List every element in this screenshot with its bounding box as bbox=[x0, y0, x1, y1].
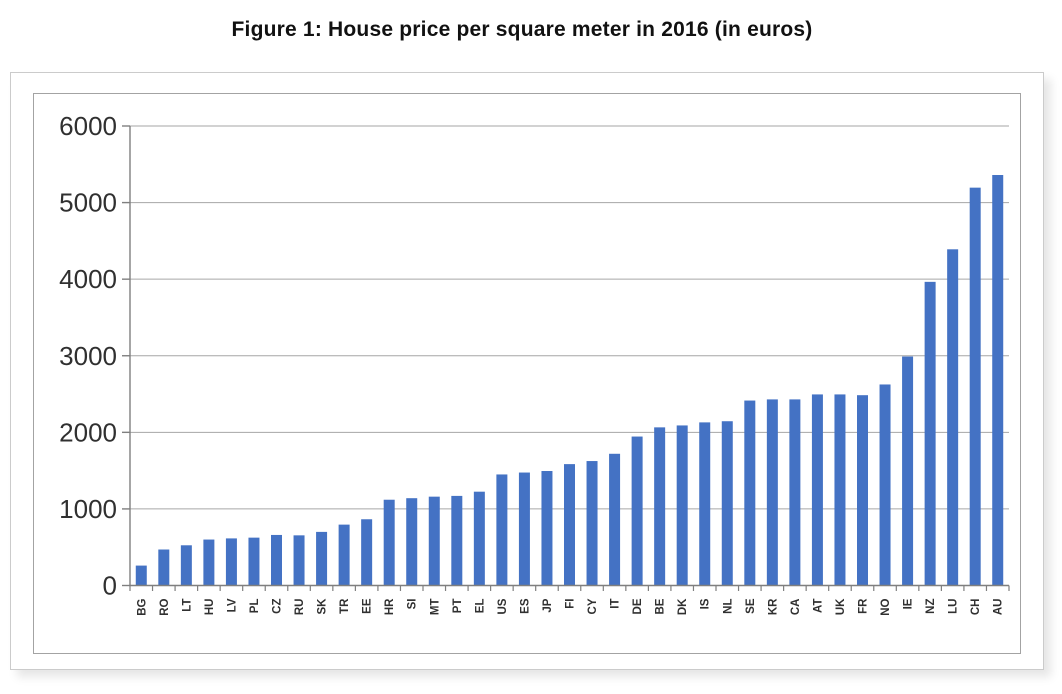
x-axis-tick-label: TR bbox=[339, 598, 351, 614]
y-axis-tick-label: 1000 bbox=[59, 494, 117, 524]
x-axis-tick-label: LU bbox=[948, 599, 960, 614]
x-axis-tick-label: US bbox=[497, 598, 509, 614]
x-axis-tick-label: LT bbox=[181, 599, 193, 612]
x-axis-tick-label: PL bbox=[249, 599, 261, 614]
bar bbox=[857, 395, 868, 586]
bar bbox=[766, 399, 778, 586]
x-axis-tick-label: EL bbox=[474, 599, 486, 614]
bar bbox=[676, 425, 688, 586]
x-axis-tick-label: AU bbox=[993, 599, 1005, 616]
bar bbox=[180, 545, 192, 586]
bar bbox=[902, 356, 914, 586]
x-axis-tick-label: LV bbox=[226, 598, 238, 612]
x-axis-tick-label: IS bbox=[700, 598, 712, 609]
bar bbox=[789, 399, 801, 586]
bar bbox=[406, 498, 418, 586]
bar bbox=[654, 427, 666, 586]
y-axis-tick-label: 0 bbox=[103, 571, 117, 601]
x-axis-tick-label: SK bbox=[317, 598, 329, 615]
bar bbox=[609, 453, 621, 586]
y-axis-tick-label: 6000 bbox=[59, 111, 117, 141]
x-axis-tick-label: IT bbox=[610, 599, 622, 609]
bar bbox=[135, 565, 147, 586]
x-axis-tick-label: JP bbox=[542, 598, 554, 612]
chart-container: 0 1000 2000 3000 4000 5000 6000 BG RO LT HU LV PL CZ R… bbox=[10, 72, 1044, 670]
bar bbox=[383, 499, 395, 586]
x-axis-tick-label: SE bbox=[745, 598, 757, 614]
x-axis-tick-label: HU bbox=[204, 599, 216, 616]
bar bbox=[496, 474, 508, 586]
bar bbox=[271, 534, 282, 586]
bar bbox=[518, 472, 530, 586]
x-axis-tick-label: NO bbox=[880, 598, 892, 615]
bar bbox=[969, 187, 981, 586]
bar bbox=[947, 249, 959, 586]
x-axis-tick-label: HR bbox=[384, 598, 396, 615]
x-axis-tick-label: CA bbox=[790, 599, 802, 616]
x-axis-tick-label: CZ bbox=[272, 599, 284, 614]
bar bbox=[699, 422, 711, 586]
x-axis-tick-label: RO bbox=[159, 598, 171, 615]
bar-chart: 0 1000 2000 3000 4000 5000 6000 BG RO LT HU LV PL CZ R… bbox=[33, 93, 1021, 654]
bar bbox=[992, 175, 1004, 586]
bar bbox=[586, 461, 598, 586]
x-axis-tick-label: KR bbox=[767, 598, 779, 615]
bar bbox=[564, 464, 575, 586]
figure-title: Figure 1: House price per square meter i… bbox=[231, 18, 813, 41]
x-axis-tick-label: IE bbox=[903, 598, 915, 609]
bar bbox=[721, 421, 733, 586]
bar bbox=[293, 535, 305, 586]
bar bbox=[924, 281, 936, 586]
x-axis-tick-label: CH bbox=[970, 599, 982, 616]
x-axis-tick-label: SI bbox=[407, 599, 419, 610]
bar bbox=[158, 549, 170, 586]
x-axis-tick-label: ES bbox=[519, 598, 531, 614]
x-axis-tick-label: UK bbox=[835, 598, 847, 615]
x-axis-tick-label: PT bbox=[452, 599, 464, 614]
bar bbox=[541, 471, 553, 586]
bar bbox=[316, 531, 328, 586]
bar bbox=[225, 538, 237, 586]
x-axis-tick-label: RU bbox=[294, 599, 306, 616]
bar bbox=[811, 394, 823, 586]
x-axis-tick-label: BE bbox=[655, 598, 667, 614]
x-axis-tick-label: MT bbox=[429, 599, 441, 616]
x-axis-tick-label: DK bbox=[677, 598, 689, 615]
x-axis-tick-label: CY bbox=[587, 598, 599, 614]
bar bbox=[361, 519, 373, 586]
y-axis-tick-label: 3000 bbox=[59, 341, 117, 371]
bar bbox=[203, 539, 215, 586]
bar bbox=[451, 495, 463, 586]
bar bbox=[473, 491, 485, 586]
x-axis-tick-label: BG bbox=[136, 598, 148, 615]
x-axis-tick-label: EE bbox=[362, 598, 374, 614]
bar bbox=[879, 384, 891, 586]
x-axis-tick-label: FI bbox=[565, 599, 577, 609]
y-axis-tick-label: 5000 bbox=[59, 188, 117, 218]
x-axis-tick-label: FR bbox=[858, 598, 870, 614]
bar bbox=[834, 394, 846, 586]
x-axis-tick-label: DE bbox=[632, 598, 644, 614]
x-axis-tick-label: NL bbox=[722, 599, 734, 614]
x-axis-tick-label: NZ bbox=[925, 599, 937, 614]
y-axis-tick-label: 2000 bbox=[59, 417, 117, 447]
bar bbox=[338, 524, 350, 586]
bar bbox=[428, 496, 440, 586]
bar bbox=[631, 436, 643, 586]
bar bbox=[248, 537, 260, 586]
bar bbox=[744, 400, 756, 586]
y-axis-tick-label: 4000 bbox=[59, 264, 117, 294]
x-axis-tick-label: AT bbox=[812, 599, 824, 613]
